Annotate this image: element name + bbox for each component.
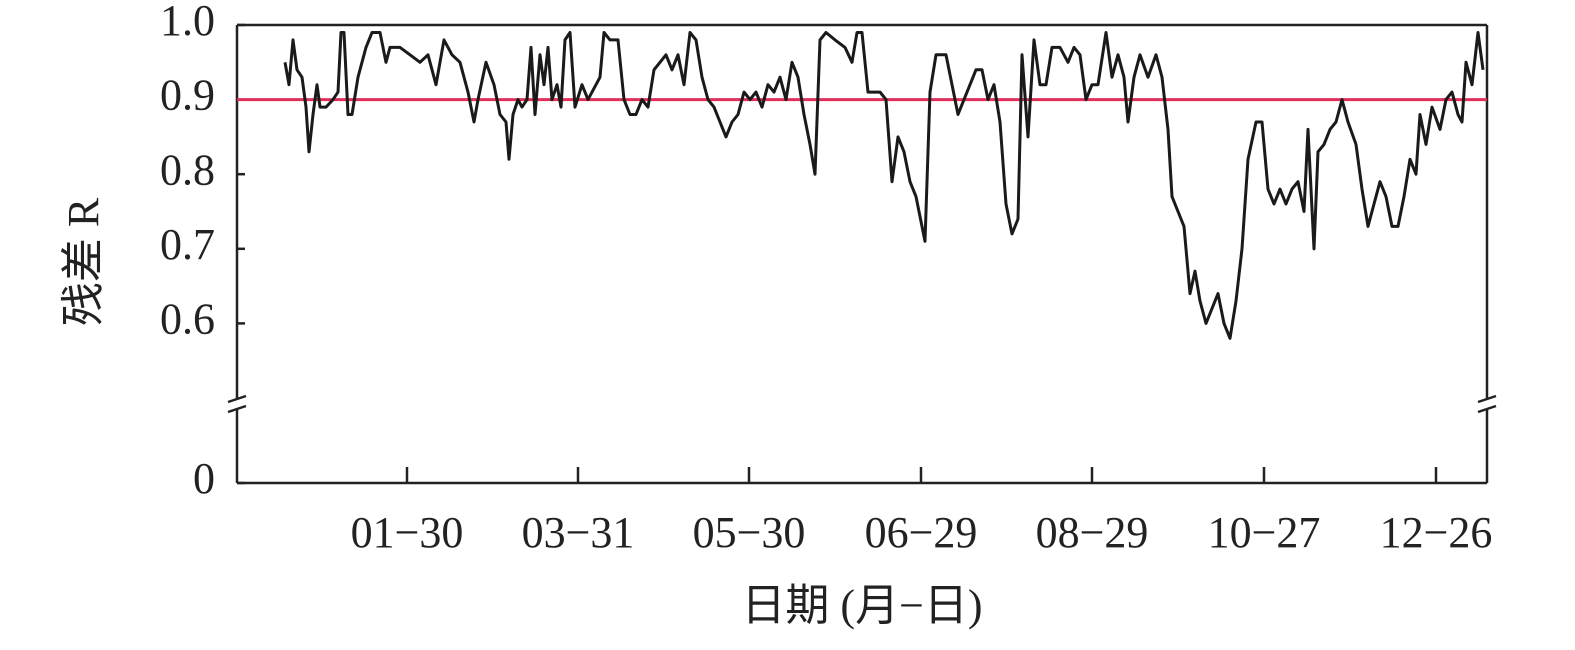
axis-break [227, 394, 247, 404]
x-tick-label: 12−26 [1380, 508, 1493, 557]
y-tick-label: 1.0 [160, 0, 215, 45]
y-tick-label: 0.9 [160, 71, 215, 120]
y-tick-label: 0.7 [160, 220, 215, 269]
x-tick-label: 01−30 [351, 508, 464, 557]
x-axis-label: 日期 (月−日) [741, 581, 982, 630]
x-tick-label: 10−27 [1208, 508, 1321, 557]
x-tick-label: 05−30 [693, 508, 806, 557]
axis-break [1477, 404, 1497, 414]
axis-break [227, 404, 247, 414]
data-line [283, 31, 1485, 340]
y-axis-label: 残差 R [59, 197, 108, 326]
y-tick-label: 0.8 [160, 145, 215, 194]
x-tick-label: 03−31 [522, 508, 635, 557]
y-tick-label: 0.6 [160, 294, 215, 343]
y-tick-label: 0 [193, 454, 215, 503]
x-tick-label: 06−29 [865, 508, 978, 557]
x-tick-label: 08−29 [1036, 508, 1149, 557]
axis-break [1477, 394, 1497, 404]
